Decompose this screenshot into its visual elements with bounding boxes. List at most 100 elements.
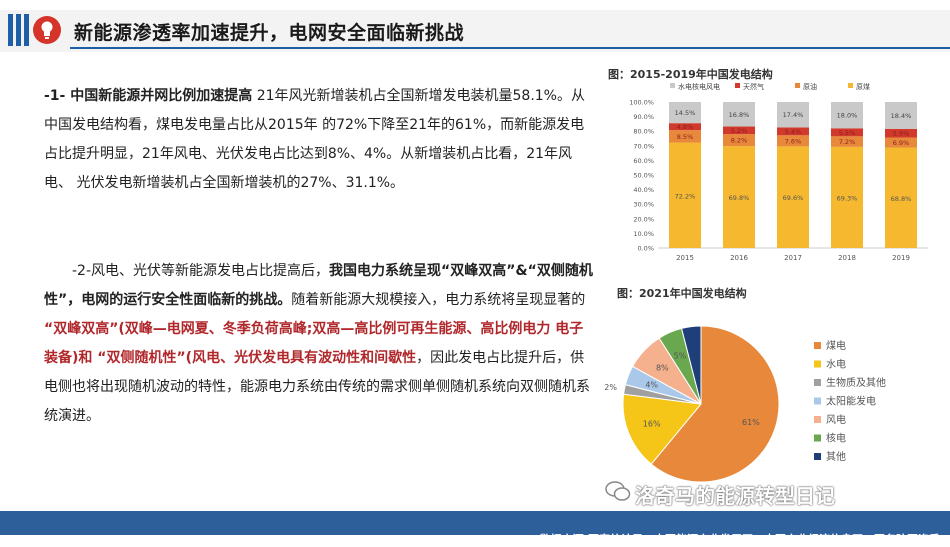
bar-data-label: 6.9% <box>893 139 910 147</box>
bar-segment <box>723 146 755 248</box>
x-tick-label: 2015 <box>676 254 694 262</box>
pie-legend-swatch <box>814 342 821 349</box>
paragraph-1: -1- 中国新能源并网比例加速提高 21年风光新增装机占全国新增发电装机量58.… <box>44 82 596 198</box>
source-note: 数据来源:国家统计局，中国能源产业发展网，中国产业经济信息网，国务院国资委 <box>539 533 940 546</box>
pie-legend-label: 其他 <box>826 450 846 463</box>
pie-legend-swatch <box>814 416 821 423</box>
bar-segment <box>777 102 809 128</box>
legend-swatch <box>795 83 800 88</box>
legend-swatch <box>735 83 740 88</box>
bar-segment <box>669 130 701 143</box>
bar-data-label: 7.6% <box>785 137 802 145</box>
bar-data-label: 17.4% <box>783 111 804 119</box>
legend-swatch <box>848 83 853 88</box>
paragraph-1-lead: -1- 中国新能源并网比例加速提高 <box>44 88 253 104</box>
y-tick-label: 60.0% <box>633 157 654 165</box>
pie-chart-title: 图：2021年中国发电结构 <box>617 287 747 300</box>
y-tick-label: 40.0% <box>633 186 654 194</box>
pie-legend-label: 核电 <box>826 432 846 445</box>
bar-segment <box>777 135 809 147</box>
pie-data-label: 16% <box>643 420 661 429</box>
bar-segment <box>723 102 755 127</box>
y-tick-label: 50.0% <box>633 172 654 180</box>
x-tick-label: 2016 <box>730 254 748 262</box>
footer-bar: 数据来源:国家统计局，中国能源产业发展网，中国产业经济信息网，国务院国资委 <box>0 511 950 546</box>
pie-legend-label: 太阳能发电 <box>826 395 876 408</box>
pie-legend-swatch <box>814 434 821 442</box>
bar-data-label: 8.5% <box>677 133 694 141</box>
paragraph-1-text: 21年风光新增装机占全国新增发电装机量58.1%。从中国发电结构看，煤电发电量占… <box>44 88 585 191</box>
bar-data-label: 16.8% <box>729 111 750 119</box>
pie-slice <box>650 325 780 483</box>
bar-segment <box>723 126 755 135</box>
pie-data-label: 2% <box>604 383 617 392</box>
bar-segment <box>669 123 701 131</box>
bar-data-label: 18.0% <box>837 112 858 120</box>
bar-data-label: 4.8% <box>677 123 694 131</box>
paragraph-2-text: 随着新能源大规模接入，电力系统将呈现显著的 <box>291 292 586 308</box>
header-divider <box>70 47 950 49</box>
legend-label: 原煤 <box>856 82 870 91</box>
header-band <box>0 10 950 52</box>
y-tick-label: 0.0% <box>637 245 654 253</box>
bar-segment <box>777 127 809 136</box>
bar-segment <box>723 134 755 147</box>
bar-data-label: 7.2% <box>839 138 856 146</box>
bar-segment <box>777 146 809 248</box>
bar-data-label: 68.8% <box>891 195 912 203</box>
y-tick-label: 10.0% <box>633 230 654 238</box>
bar-data-label: 69.6% <box>783 194 804 202</box>
y-tick-label: 100.0% <box>629 99 654 107</box>
footer: 数据来源:国家统计局，中国能源产业发展网，中国产业经济信息网，国务院国资委 <box>0 494 950 546</box>
bar-segment <box>831 146 863 248</box>
pie-legend-swatch <box>814 453 821 460</box>
bar-segment <box>831 102 863 129</box>
bar-segment <box>885 137 917 148</box>
bar-segment <box>831 136 863 147</box>
pie-legend-swatch <box>814 360 821 368</box>
header: 新能源渗透率加速提升，电网安全面临新挑战 <box>0 0 950 62</box>
pie-slice <box>622 393 702 465</box>
pie-legend-label: 水电 <box>826 358 846 371</box>
legend-label: 天然气 <box>743 82 764 91</box>
y-tick-label: 30.0% <box>633 201 654 209</box>
x-tick-label: 2019 <box>892 254 910 262</box>
paragraph-2-red-1: “双峰双高” <box>44 321 119 337</box>
bar-data-label: 5.2% <box>731 127 748 135</box>
y-tick-label: 80.0% <box>633 128 654 136</box>
bar-data-label: 18.4% <box>891 112 912 120</box>
paragraph-2: -2-风电、光伏等新能源发电占比提高后，我国电力系统呈现“双峰双高”&“双侧随机… <box>44 257 596 431</box>
paragraph-2-highlight: 我国电力系统呈现“双峰双高”&“双侧随机性”，电网的运行安全性面临新的挑战。 <box>44 263 593 308</box>
bar-segment <box>669 142 701 248</box>
bar-segment <box>885 147 917 248</box>
bar-segment <box>885 128 917 138</box>
bar-segment <box>669 102 701 124</box>
legend-swatch <box>670 83 675 88</box>
bar-chart-title: 图：2015-2019年中国发电结构 <box>608 68 773 81</box>
x-tick-label: 2017 <box>784 254 802 262</box>
bar-data-label: 8.2% <box>731 137 748 145</box>
paragraph-2-intro: -2-风电、光伏等新能源发电占比提高后， <box>72 263 330 279</box>
bar-data-label: 5.9% <box>893 130 910 138</box>
bar-data-label: 5.5% <box>839 129 856 137</box>
pie-data-label: 61% <box>742 418 760 427</box>
legend-label: 水电核电风电 <box>678 82 720 91</box>
pie-legend-swatch <box>814 379 821 386</box>
pie-legend-label: 风电 <box>826 413 846 426</box>
pie-slice <box>680 325 702 405</box>
page-title: 新能源渗透率加速提升，电网安全面临新挑战 <box>74 22 465 44</box>
pie-legend-label: 煤电 <box>826 339 846 352</box>
bar-data-label: 5.4% <box>785 128 802 136</box>
legend-label: 原油 <box>803 82 817 91</box>
y-tick-label: 70.0% <box>633 142 654 150</box>
bar-segment <box>885 102 917 129</box>
bar-data-label: 69.3% <box>837 194 858 202</box>
paragraph-2-red-2: (双峰—电网夏、冬季负荷高峰;双高—高比例可再生能源、高比例电力 电子装备)和 … <box>44 321 584 366</box>
pie-data-label: 8% <box>656 364 669 373</box>
bar-data-label: 14.5% <box>675 109 696 117</box>
bar-chart: 水电核电风电 天然气 原油 原煤 0.0% 10.0% 20.0% 30.0% 40.0% 50.… <box>629 82 928 262</box>
pie-legend-swatch <box>814 397 821 405</box>
wechat-icon <box>605 481 631 501</box>
x-tick-label: 2018 <box>838 254 856 262</box>
pie-legend-label: 生物质及其他 <box>826 376 886 389</box>
